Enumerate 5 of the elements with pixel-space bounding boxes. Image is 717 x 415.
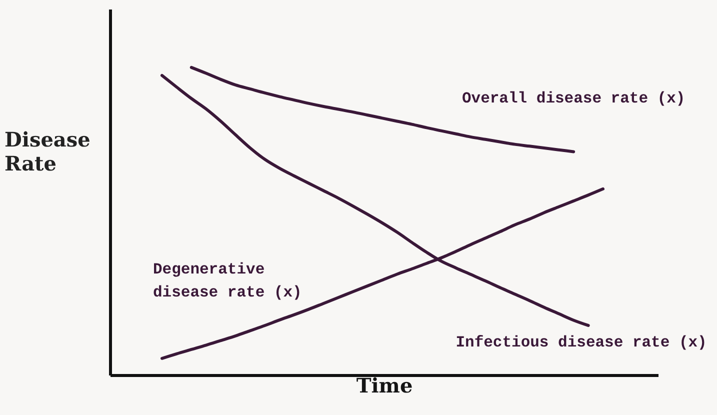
x-axis-title: Time — [356, 374, 413, 398]
series-label: Infectious disease rate (x) — [456, 333, 707, 352]
series-label: Overall disease rate (x) — [462, 90, 686, 108]
y-axis-title: Disease Rate — [4, 128, 90, 176]
series-label: Degenerative disease rate (x) — [153, 260, 302, 302]
